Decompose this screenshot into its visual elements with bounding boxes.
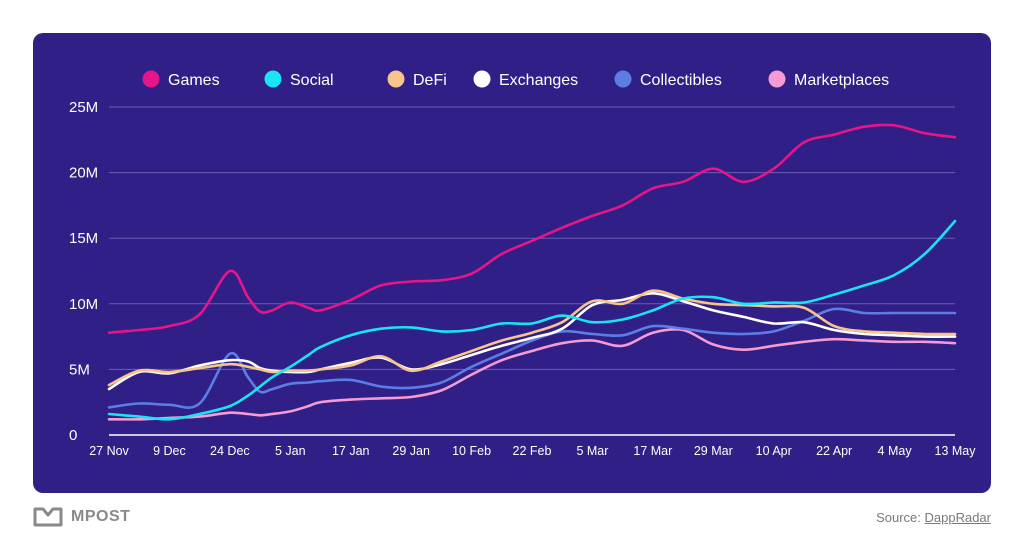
y-tick-label: 15M xyxy=(69,230,98,247)
x-tick-label: 24 Dec xyxy=(210,444,250,458)
series-lines xyxy=(107,123,957,421)
brand: MPOST xyxy=(33,506,130,528)
y-tick-label: 5M xyxy=(69,361,90,378)
legend-item-defi[interactable]: DeFi xyxy=(387,70,447,90)
x-tick-label: 29 Mar xyxy=(694,444,733,458)
legend-swatch xyxy=(473,70,491,88)
legend-swatch xyxy=(387,70,405,88)
brand-name: MPOST xyxy=(71,508,131,525)
legend-item-exchanges[interactable]: Exchanges xyxy=(473,70,579,90)
series-line-marketplaces xyxy=(107,327,957,421)
legend-item-marketplaces[interactable]: Marketplaces xyxy=(768,70,890,90)
mpost-logo-icon xyxy=(33,507,63,527)
x-tick-label: 4 May xyxy=(878,444,913,458)
source-link[interactable]: DappRadar xyxy=(924,510,992,525)
chart-card: Games Social DeFi Exchanges Collectibles Mark… xyxy=(33,33,991,493)
series-line-games xyxy=(107,123,957,334)
y-tick-label: 0 xyxy=(69,427,77,444)
x-tick-label: 27 Nov xyxy=(89,444,129,458)
legend-label: Social xyxy=(290,72,334,89)
y-tick-label: 25M xyxy=(69,99,98,116)
x-tick-label: 29 Jan xyxy=(392,444,430,458)
x-tick-label: 17 Mar xyxy=(633,444,672,458)
legend: Games Social DeFi Exchanges Collectibles Mark… xyxy=(142,70,890,90)
legend-label: DeFi xyxy=(413,72,447,89)
x-tick-label: 17 Jan xyxy=(332,444,370,458)
x-axis-ticks: 27 Nov 9 Dec 24 Dec 5 Jan 17 Jan 29 Jan 10 Feb… xyxy=(89,444,976,458)
legend-swatch xyxy=(264,70,282,88)
legend-item-games[interactable]: Games xyxy=(142,70,220,90)
legend-label: Games xyxy=(168,72,220,89)
legend-label: Collectibles xyxy=(640,72,722,89)
series-line-social xyxy=(107,219,957,421)
legend-label: Exchanges xyxy=(499,72,578,89)
y-axis-ticks: 0 5M 10M 15M 20M 25M xyxy=(69,99,98,444)
series-line-exchanges xyxy=(107,291,957,391)
legend-swatch xyxy=(614,70,632,88)
x-tick-label: 22 Feb xyxy=(513,444,552,458)
x-tick-label: 9 Dec xyxy=(153,444,186,458)
legend-item-social[interactable]: Social xyxy=(264,70,334,90)
x-tick-label: 10 Feb xyxy=(452,444,491,458)
line-chart: Games Social DeFi Exchanges Collectibles Mark… xyxy=(69,70,976,458)
grid-lines xyxy=(109,106,955,436)
series-line-defi xyxy=(107,289,957,387)
legend-item-collectibles[interactable]: Collectibles xyxy=(614,70,722,90)
legend-label: Marketplaces xyxy=(794,72,889,89)
legend-swatch xyxy=(768,70,786,88)
x-tick-label: 10 Apr xyxy=(756,444,792,458)
x-tick-label: 22 Apr xyxy=(816,444,852,458)
x-tick-label: 13 May xyxy=(935,444,977,458)
legend-swatch xyxy=(142,70,160,88)
y-tick-label: 10M xyxy=(69,296,98,313)
x-tick-label: 5 Jan xyxy=(275,444,306,458)
source-note: Source: DappRadar xyxy=(876,510,991,525)
y-tick-label: 20M xyxy=(69,165,98,182)
x-tick-label: 5 Mar xyxy=(576,444,608,458)
source-prefix: Source: xyxy=(876,510,925,525)
